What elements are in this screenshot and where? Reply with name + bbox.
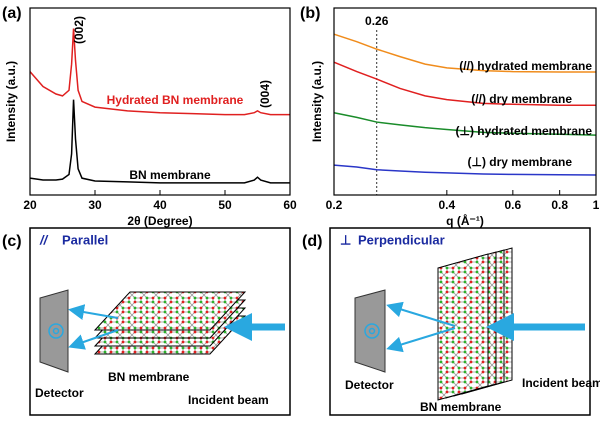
series-line (333, 111, 597, 136)
scatter-arrow (386, 301, 456, 327)
x-axis-label: 2θ (Degree) (127, 214, 192, 228)
series-label: (⊥) dry membrane (468, 155, 573, 169)
x-tick-label: 1 (593, 198, 600, 212)
ring (368, 327, 376, 335)
series-line (29, 28, 290, 116)
symbol: // (39, 232, 49, 247)
detector-label: Detector (345, 378, 394, 392)
x-tick-label: 0.8 (551, 198, 568, 212)
series-line (333, 61, 596, 106)
panel-label: (c) (2, 233, 22, 250)
plot-frame (29, 7, 291, 196)
sample-label: BN membrane (420, 400, 502, 414)
panel-title: Parallel (62, 232, 108, 247)
series-line (29, 99, 290, 184)
ring (48, 323, 64, 339)
ring (364, 323, 380, 339)
series-line (333, 164, 597, 176)
series-label: (//) dry membrane (471, 92, 572, 106)
x-tick-label: 30 (88, 198, 102, 212)
annotation: (004) (258, 80, 272, 108)
annotation: (002) (72, 16, 86, 44)
x-tick-label: 0.4 (438, 198, 455, 212)
series-label: BN membrane (129, 168, 211, 182)
sample-label: BN membrane (108, 370, 190, 384)
y-axis-label: Intensity (a.u.) (310, 61, 324, 142)
x-tick-label: 40 (153, 198, 167, 212)
x-axis-label: q (Å⁻¹) (446, 213, 484, 228)
panel-title: Perpendicular (358, 232, 445, 247)
scatter-arrow (386, 327, 456, 353)
beam-label: Incident beam (188, 393, 269, 407)
x-tick-label: 0.2 (326, 198, 343, 212)
y-axis-label: Intensity (a.u.) (4, 61, 18, 142)
ring (52, 327, 60, 335)
panel-frame (329, 227, 591, 416)
series-label: Hydrated BN membrane (107, 93, 244, 107)
panel-label: (b) (300, 5, 320, 22)
scatter-arrow (68, 329, 119, 350)
x-tick-label: 60 (283, 198, 297, 212)
scatter-arrow (68, 304, 119, 320)
symbol: ⊥ (340, 232, 351, 247)
sheets (93, 291, 247, 355)
detector-label: Detector (35, 386, 84, 400)
x-tick-label: 20 (23, 198, 37, 212)
x-tick-label: 50 (218, 198, 232, 212)
series-label: (//) hydrated membrane (459, 59, 592, 73)
beam-label: Incident beam (522, 376, 600, 390)
series-label: (⊥) hydrated membrane (456, 124, 593, 138)
reference-label: 0.26 (365, 14, 389, 28)
diagram-perpendicular: (d) ⊥ Perpendicular Detector BN membrane… (302, 227, 600, 416)
panel-label: (d) (302, 233, 322, 250)
x-tick-label: 0.6 (504, 198, 521, 212)
panel-label: (a) (2, 5, 22, 22)
plot-frame (333, 7, 597, 196)
series-line (333, 33, 596, 73)
diagram-parallel: (c) // Parallel Detector BN membrane Inc… (2, 227, 291, 416)
panel-frame (29, 227, 291, 416)
